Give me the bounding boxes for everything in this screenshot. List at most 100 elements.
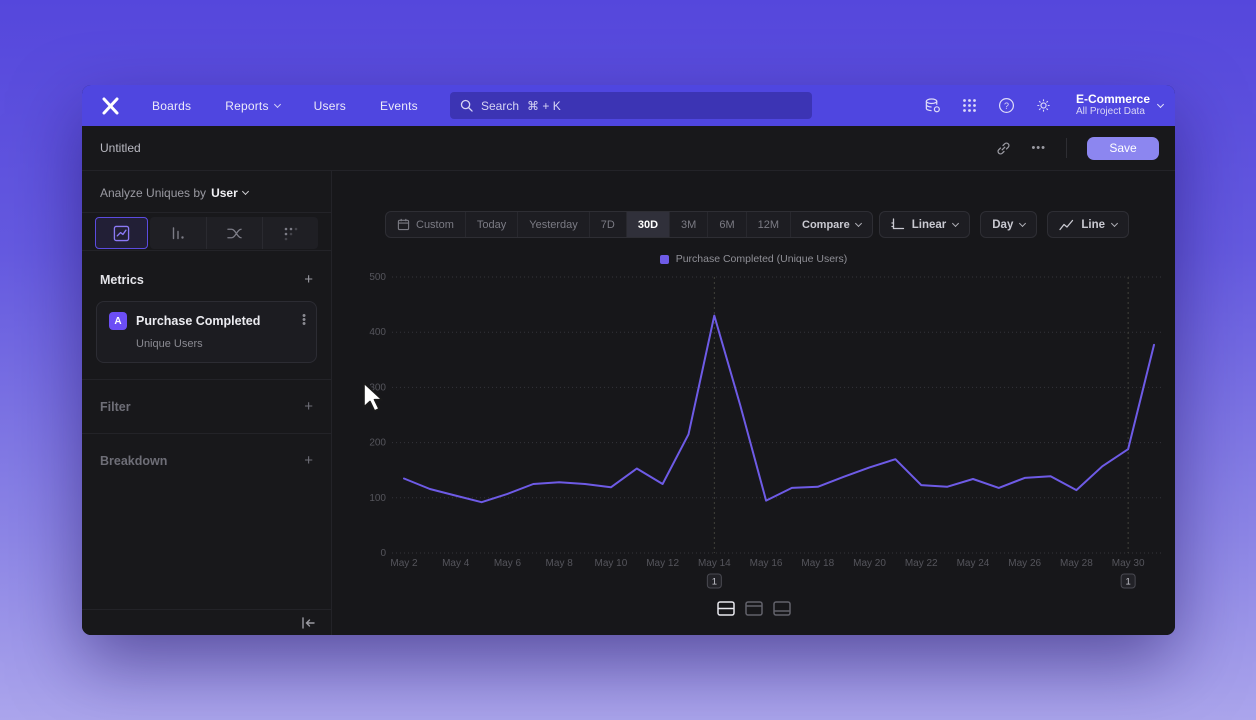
filter-title: Filter	[100, 399, 131, 414]
metric-menu-icon[interactable]: • • •	[302, 310, 306, 330]
chart-panel: Custom Today Yesterday 7D 30D 3M 6M 12M Compare …	[332, 171, 1175, 635]
search-icon	[460, 99, 473, 112]
x-tick-label: May 22	[905, 558, 938, 569]
metric-card[interactable]: A Purchase Completed Unique Users • • •	[96, 301, 317, 363]
chart-legend: Purchase Completed (Unique Users)	[332, 253, 1175, 265]
axes-icon	[891, 218, 904, 230]
y-tick-label: 0	[380, 548, 386, 559]
chevron-down-icon	[1110, 219, 1119, 227]
collapse-sidebar-icon[interactable]	[301, 616, 315, 629]
layout-split-horizontal-button[interactable]	[716, 600, 736, 617]
analyze-row: Analyze Uniques by User	[82, 171, 331, 213]
more-options-button[interactable]: •••	[1031, 142, 1046, 154]
chart-type-dropdown[interactable]: Line	[1047, 211, 1129, 238]
x-tick-label: May 18	[801, 558, 834, 569]
x-tick-label: May 16	[750, 558, 783, 569]
data-connections-icon[interactable]	[924, 97, 942, 115]
nav-right-cluster: ? E-Commerce All Project Data	[924, 85, 1165, 126]
metric-badge: A	[109, 312, 127, 330]
analyze-prefix-label: Analyze Uniques by	[100, 186, 207, 200]
add-breakdown-button[interactable]: +	[304, 451, 313, 469]
annotation-badge[interactable]: 1	[706, 573, 722, 589]
metric-aggregation[interactable]: Unique Users	[136, 338, 203, 350]
project-scope: All Project Data	[1075, 106, 1145, 117]
search-input[interactable]: Search ⌘ + K	[450, 92, 812, 119]
x-tick-label: May 20	[853, 558, 886, 569]
x-tick-label: May 12	[646, 558, 679, 569]
interval-dropdown[interactable]: Day	[980, 211, 1038, 238]
range-button-custom[interactable]: Custom	[386, 212, 465, 237]
range-button-30d[interactable]: 30D	[625, 212, 670, 237]
save-button[interactable]: Save	[1087, 136, 1159, 160]
analyze-entity-dropdown[interactable]: User	[211, 186, 249, 200]
top-navbar: Boards Reports Users Events Search ⌘ + K	[82, 85, 1175, 126]
chevron-down-icon	[952, 219, 960, 227]
x-tick-label: May 6	[494, 558, 522, 569]
legend-swatch	[659, 254, 669, 264]
svg-text:1: 1	[1125, 577, 1130, 588]
app-window: Boards Reports Users Events Search ⌘ + K	[82, 85, 1175, 635]
tab-retention-dots[interactable]	[262, 217, 318, 249]
svg-text:?: ?	[1004, 101, 1009, 111]
filter-section: Filter +	[82, 379, 331, 433]
range-button-yesterday[interactable]: Yesterday	[517, 212, 589, 237]
chevron-down-icon	[854, 219, 862, 227]
chevron-down-icon	[1156, 100, 1165, 108]
series-line-purchase-completed	[403, 314, 1155, 504]
query-sidebar: Analyze Uniques by User	[82, 171, 332, 635]
x-tick-label: May 4	[442, 558, 470, 569]
y-tick-label: 100	[369, 493, 386, 504]
scale-dropdown[interactable]: Linear	[878, 211, 971, 238]
tab-line-chart[interactable]	[95, 217, 148, 249]
header-divider	[1066, 138, 1067, 158]
metrics-section-header: Metrics +	[82, 251, 331, 299]
date-range-control: Custom Today Yesterday 7D 30D 3M 6M 12M Compare	[385, 211, 873, 238]
annotation-badge[interactable]: 1	[1120, 573, 1136, 589]
help-icon[interactable]: ?	[998, 97, 1016, 115]
nav-item-boards[interactable]: Boards	[152, 98, 192, 113]
range-button-12m[interactable]: 12M	[745, 212, 790, 237]
settings-gear-icon[interactable]	[1035, 97, 1053, 115]
report-title[interactable]: Untitled	[100, 141, 141, 155]
project-name: E-Commerce	[1075, 92, 1150, 106]
chevron-down-icon	[273, 100, 281, 108]
compare-dropdown[interactable]: Compare	[790, 212, 872, 237]
range-button-today[interactable]: Today	[464, 212, 517, 237]
nav-item-users[interactable]: Users	[313, 98, 346, 113]
layout-top-bar-button[interactable]	[744, 600, 764, 617]
apps-grid-icon[interactable]	[961, 97, 979, 115]
project-selector[interactable]: E-Commerce All Project Data	[1075, 92, 1165, 118]
tab-flows[interactable]	[206, 217, 262, 249]
legend-label: Purchase Completed (Unique Users)	[675, 253, 848, 265]
y-tick-label: 300	[369, 382, 386, 393]
nav-item-events[interactable]: Events	[380, 98, 418, 113]
range-button-6m[interactable]: 6M	[707, 212, 745, 237]
y-tick-label: 500	[369, 272, 386, 283]
range-button-7d[interactable]: 7D	[588, 212, 626, 237]
breakdown-title: Breakdown	[100, 453, 168, 468]
breakdown-section: Breakdown +	[82, 433, 331, 487]
search-placeholder: Search	[481, 98, 520, 113]
x-tick-label: May 24	[957, 558, 990, 569]
mixpanel-logo-icon[interactable]	[100, 96, 122, 116]
nav-item-reports[interactable]: Reports	[225, 99, 281, 113]
calendar-icon	[397, 218, 410, 231]
metric-event-name[interactable]: Purchase Completed	[136, 314, 261, 328]
y-tick-label: 200	[369, 438, 386, 449]
search-shortcut: ⌘ + K	[527, 98, 561, 113]
x-tick-label: May 30	[1112, 558, 1145, 569]
share-link-icon[interactable]	[996, 141, 1011, 156]
x-tick-label: May 14	[698, 558, 731, 569]
metrics-title: Metrics	[100, 273, 144, 287]
x-tick-label: May 26	[1008, 558, 1041, 569]
nav-items: Boards Reports Users Events	[152, 99, 418, 113]
line-chart[interactable]: 0 100 200 300 400 500 1 1 May 2 May 4 May 6 May 8 Ma…	[334, 271, 1170, 603]
layout-bottom-bar-button[interactable]	[772, 600, 792, 617]
sidebar-footer	[82, 609, 331, 635]
x-tick-label: May 2	[390, 558, 418, 569]
tab-bar-chart[interactable]	[150, 217, 206, 249]
range-button-3m[interactable]: 3M	[669, 212, 707, 237]
x-tick-label: May 10	[594, 558, 627, 569]
add-metric-button[interactable]: +	[304, 271, 313, 288]
add-filter-button[interactable]: +	[304, 397, 313, 415]
